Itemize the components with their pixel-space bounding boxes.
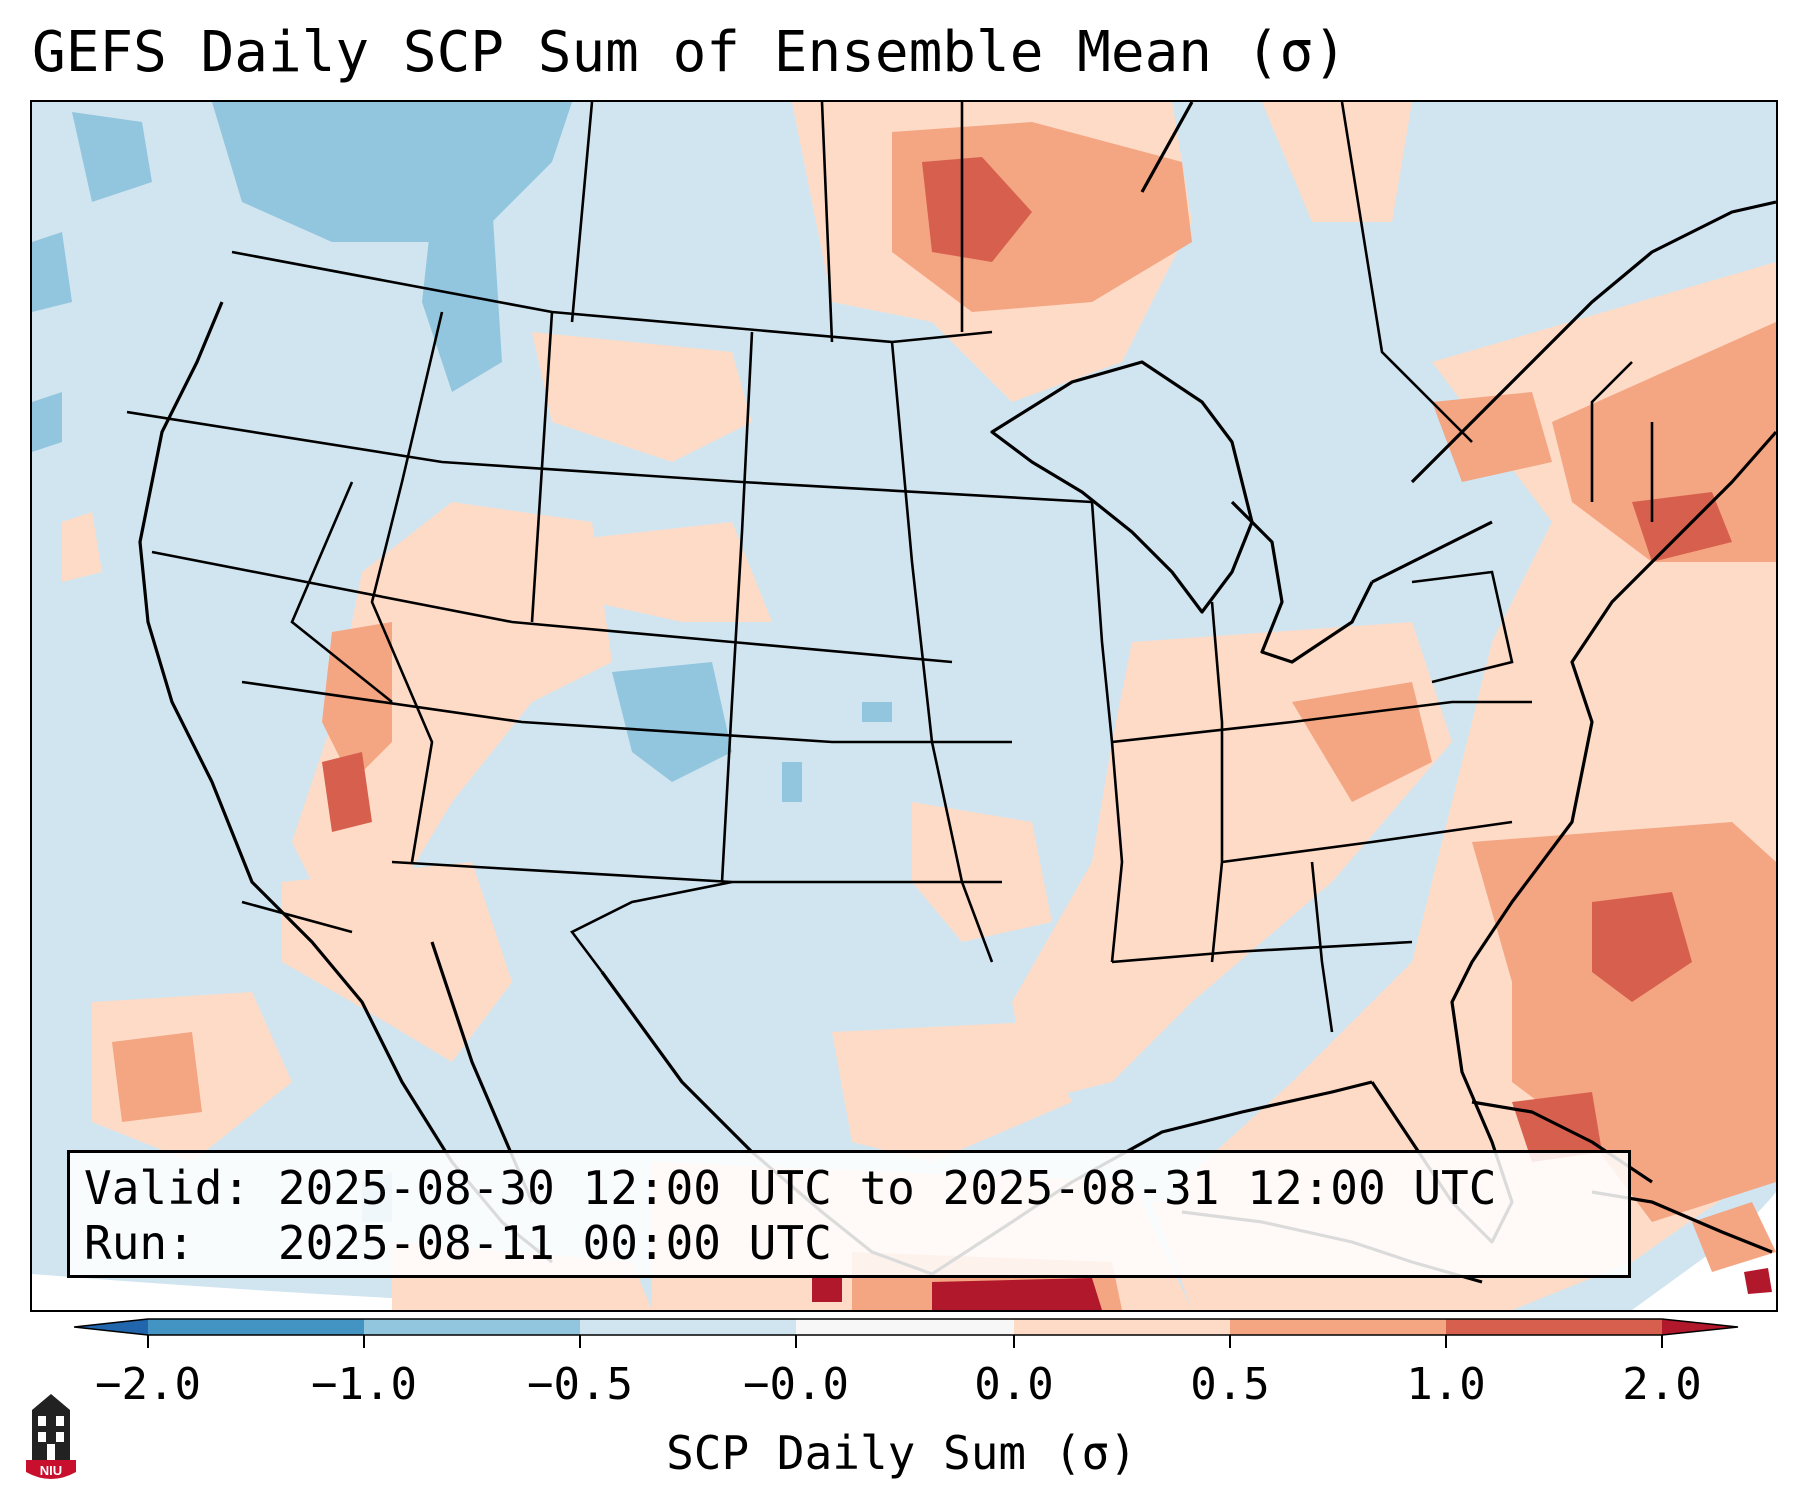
colorbar-tick-label: 1.0 [1406, 1359, 1486, 1410]
colorbar-bin-7 [1446, 1319, 1662, 1335]
colorbar-extend-low [74, 1319, 148, 1335]
valid-row: Valid: 2025-08-30 12:00 UTC to 2025-08-3… [84, 1161, 1614, 1216]
colorbar-bin-5 [1014, 1319, 1230, 1335]
colorbar-tick-label: −0.0 [743, 1359, 849, 1410]
valid-label: Valid: [84, 1161, 251, 1215]
colorbar-ticks [147, 1335, 1663, 1348]
colorbar-tick-label: −1.0 [311, 1359, 417, 1410]
run-row: Run: 2025-08-11 00:00 UTC [84, 1216, 1614, 1271]
colorbar-tick-label: −0.5 [527, 1359, 633, 1410]
niu-logo-icon: NIU [26, 1394, 76, 1479]
niu-logo-text: NIU [40, 1463, 62, 1478]
colorbar-extend-high [1662, 1319, 1738, 1335]
colorbar-bin-4 [796, 1319, 1014, 1335]
map-title: GEFS Daily SCP Sum of Ensemble Mean (σ) [32, 20, 1347, 85]
valid-value: 2025-08-30 12:00 UTC to 2025-08-31 12:00… [277, 1161, 1497, 1215]
colorbar [74, 1318, 1739, 1348]
projection-edge-east [1632, 1192, 1776, 1310]
colorbar-bin-2 [364, 1319, 580, 1335]
projection-edge [32, 1274, 652, 1310]
colorbar-tick-label: 0.0 [974, 1359, 1054, 1410]
anomaly-strong-positive [322, 157, 1732, 1162]
anomaly-very-strong-positive [812, 1268, 1772, 1310]
colorbar-tick-label: −2.0 [95, 1359, 201, 1410]
state-borders [126, 102, 1654, 1033]
colorbar-bin-3 [580, 1319, 796, 1335]
colorbar-bin-6 [1230, 1319, 1446, 1335]
anomaly-medium-positive [112, 122, 1776, 1310]
map-panel [30, 100, 1778, 1312]
run-label: Run: [84, 1216, 195, 1270]
colorbar-bin-1 [148, 1319, 364, 1335]
scp-map [32, 102, 1776, 1310]
run-value: 2025-08-11 00:00 UTC [277, 1216, 832, 1270]
valid-run-info-box: Valid: 2025-08-30 12:00 UTC to 2025-08-3… [67, 1150, 1631, 1278]
colorbar-tick-label: 0.5 [1190, 1359, 1270, 1410]
anomaly-negative [32, 102, 892, 1222]
colorbar-tick-label: 2.0 [1622, 1359, 1702, 1410]
colorbar-label: SCP Daily Sum (σ) [666, 1426, 1137, 1480]
